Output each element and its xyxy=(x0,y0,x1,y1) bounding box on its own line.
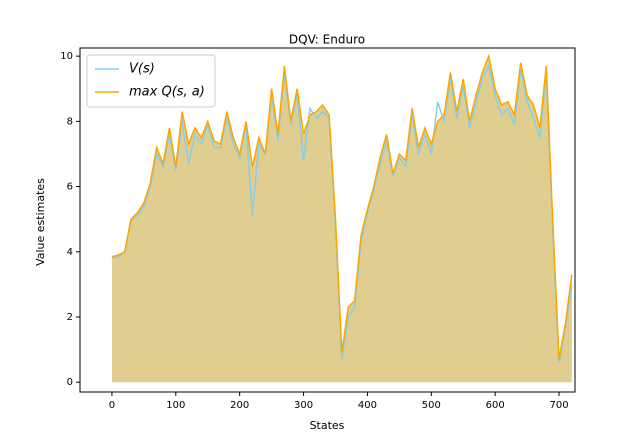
series-line xyxy=(111,63,573,363)
x-tick-label: 400 xyxy=(358,400,377,411)
chart-title: DQV: Enduro xyxy=(289,33,365,47)
x-tick-label: 700 xyxy=(549,400,568,411)
plot-frame xyxy=(79,47,576,393)
x-tick-label: 600 xyxy=(486,400,505,411)
y-axis-label: Value estimates xyxy=(34,178,47,266)
x-tick-label: 100 xyxy=(166,400,185,411)
x-tick-label: 0 xyxy=(109,400,115,411)
legend-label: max Q(s, a) xyxy=(129,85,205,100)
legend-box xyxy=(86,54,216,108)
area xyxy=(111,56,572,383)
legend-label: V(s) xyxy=(129,62,155,77)
y-tick-label: 4 xyxy=(67,247,73,258)
y-tick-label: 2 xyxy=(67,312,73,323)
x-tick-label: 300 xyxy=(294,400,313,411)
y-tick-label: 10 xyxy=(60,51,73,62)
y-tick-label: 6 xyxy=(67,182,73,193)
x-tick-label: 200 xyxy=(230,400,249,411)
y-tick-label: 0 xyxy=(67,377,73,388)
x-tick-label: 500 xyxy=(422,400,441,411)
y-tick-label: 8 xyxy=(67,116,73,127)
series-line xyxy=(111,53,573,360)
x-axis-label: States xyxy=(310,419,345,432)
